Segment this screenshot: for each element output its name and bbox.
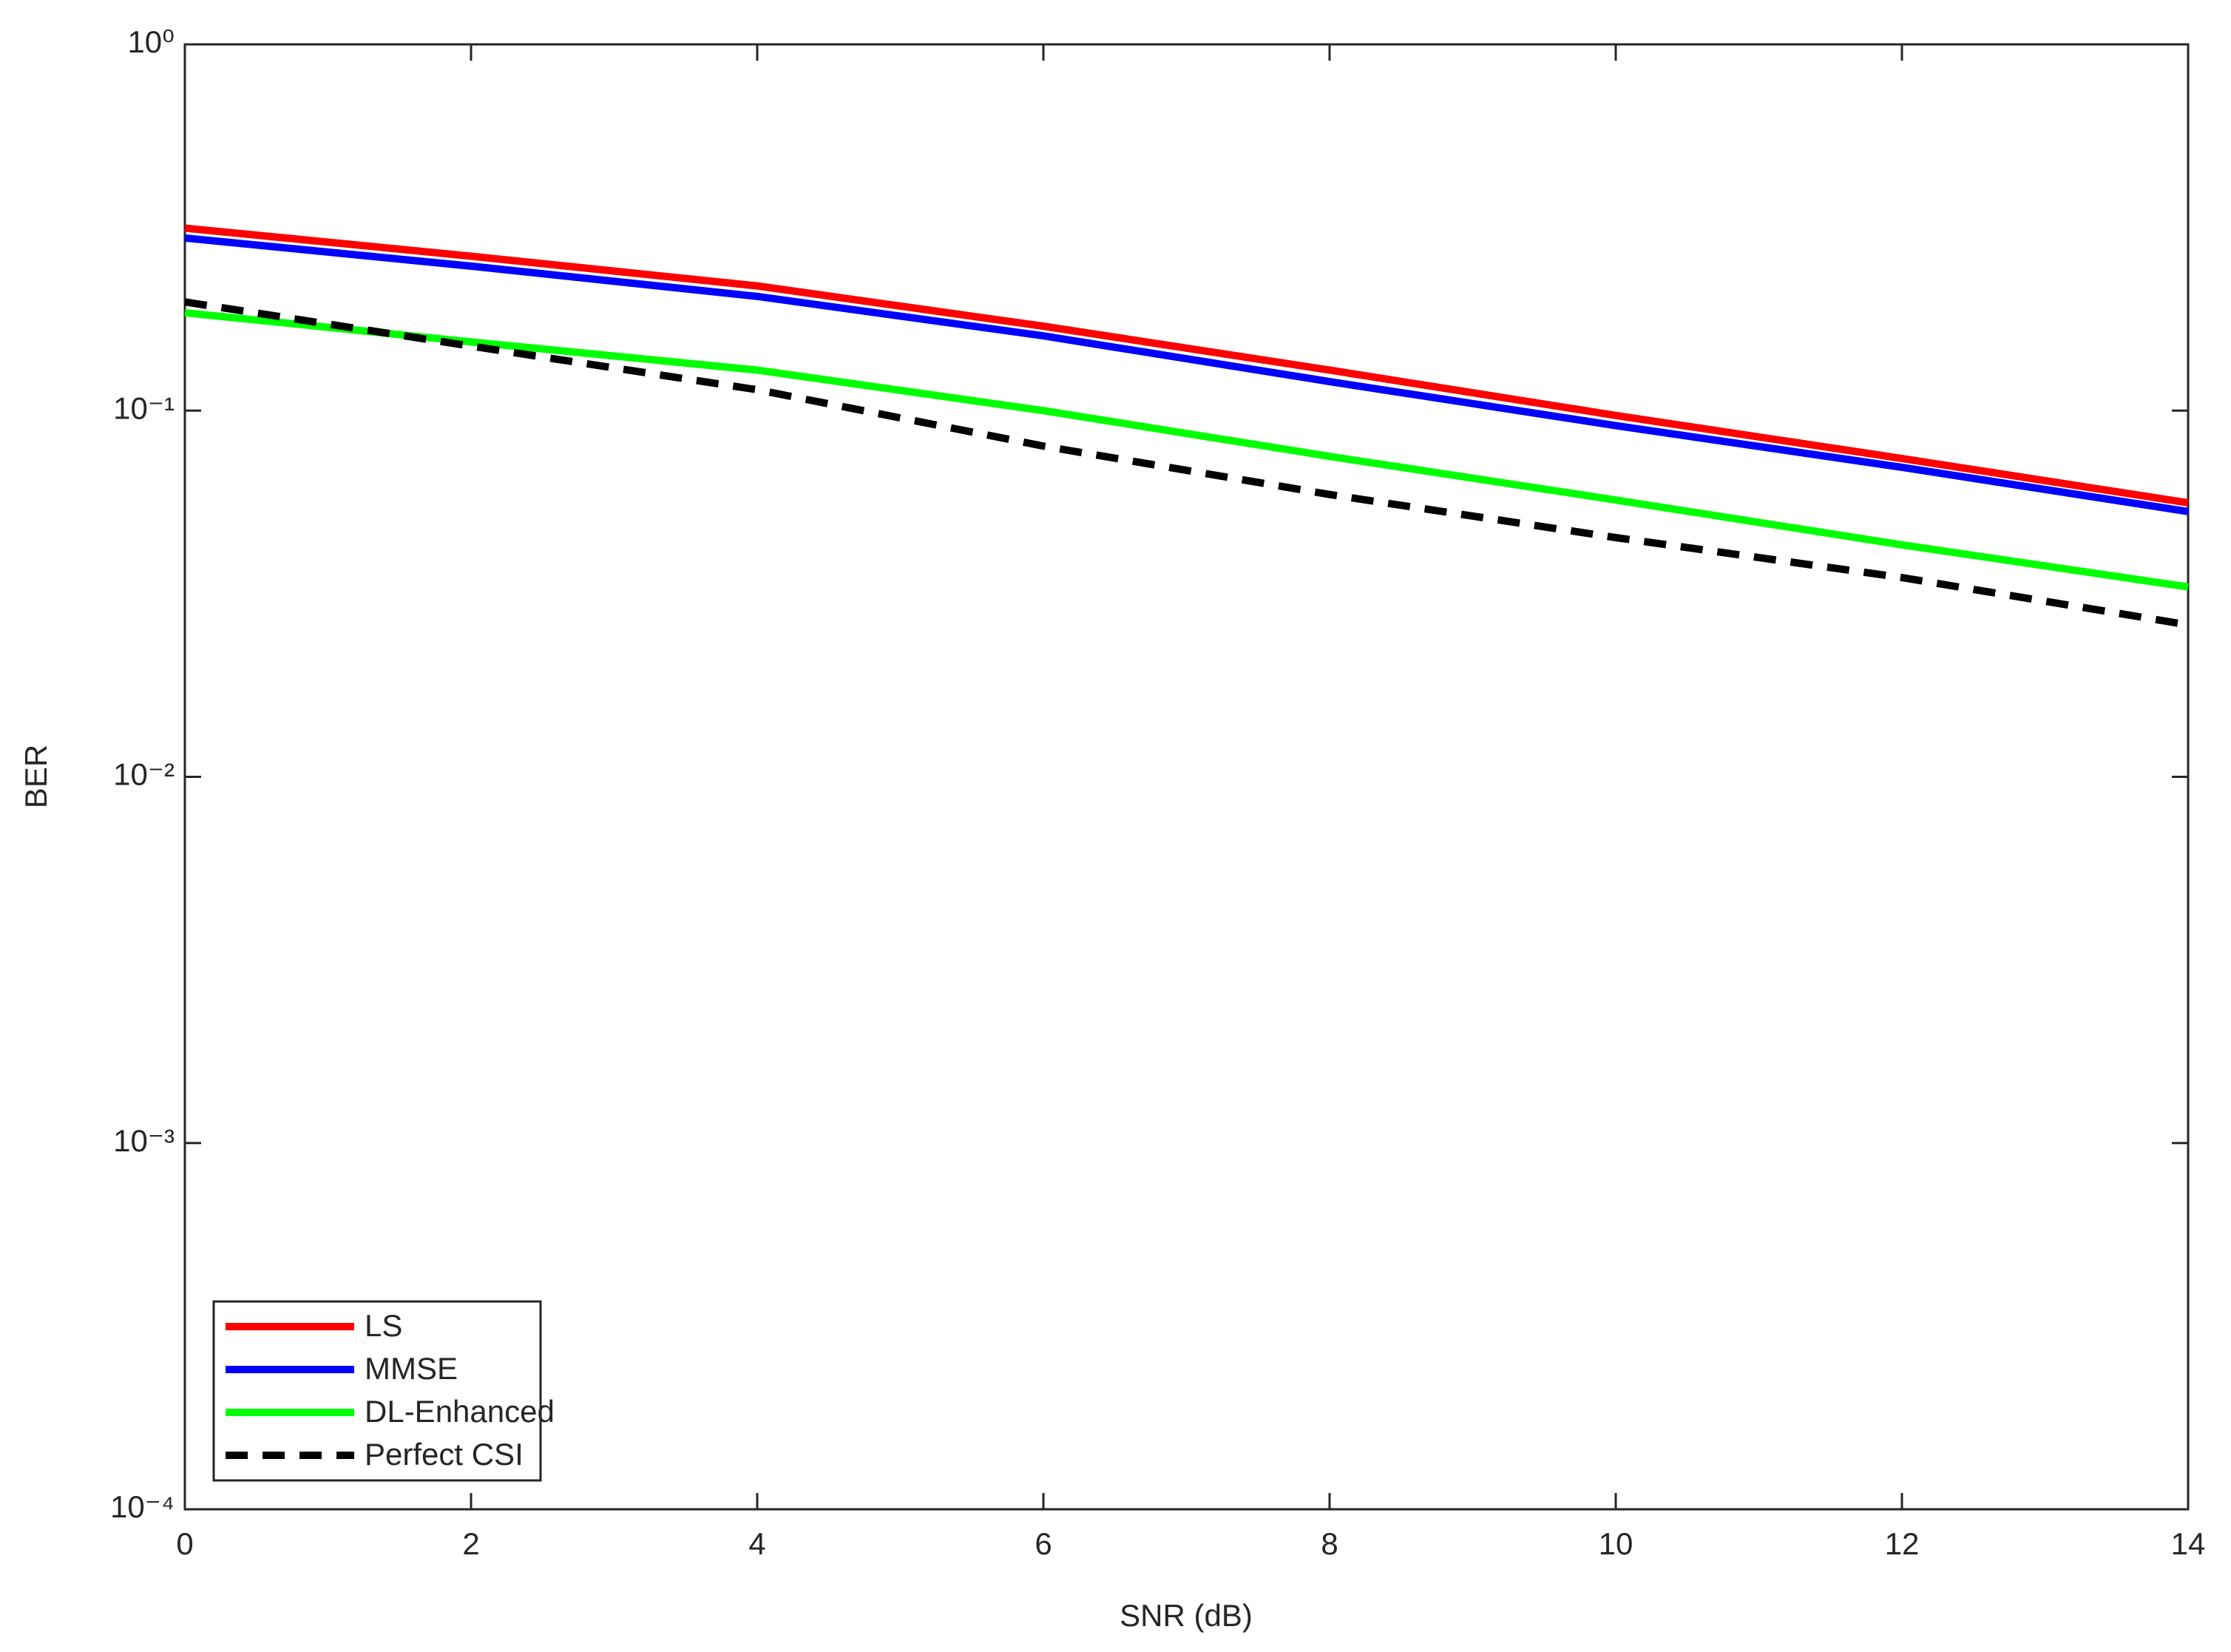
legend-label: MMSE: [365, 1351, 458, 1386]
x-axis-label: SNR (dB): [1120, 1598, 1253, 1633]
x-tick-label: 12: [1885, 1526, 1920, 1561]
series-line: [184, 308, 2189, 591]
y-tick-label: 10⁻⁴: [110, 1489, 175, 1524]
legend-label: Perfect CSI: [365, 1437, 524, 1472]
y-tick-label: 10⁻¹: [113, 390, 175, 425]
x-tick-label: 2: [462, 1526, 479, 1561]
y-tick-label: 10⁰: [127, 24, 175, 59]
x-tick-label: 8: [1321, 1526, 1338, 1561]
x-tick-label: 14: [2171, 1526, 2206, 1561]
y-tick-label: 10⁻³: [113, 1123, 175, 1158]
series-line: [184, 224, 2189, 507]
x-tick-label: 4: [748, 1526, 765, 1561]
series-line: [184, 234, 2189, 515]
legend-box: [212, 1300, 542, 1482]
x-tick-label: 6: [1035, 1526, 1052, 1561]
plot-frame: [183, 43, 2190, 1511]
legend-label: DL-Enhanced: [365, 1394, 555, 1429]
x-tick-label: 10: [1599, 1526, 1634, 1561]
y-tick-label: 10⁻²: [113, 757, 175, 792]
legend-label: LS: [365, 1308, 402, 1343]
series-line: [184, 298, 2189, 629]
x-tick-label: 0: [176, 1526, 193, 1561]
y-axis-label: BER: [18, 745, 53, 808]
